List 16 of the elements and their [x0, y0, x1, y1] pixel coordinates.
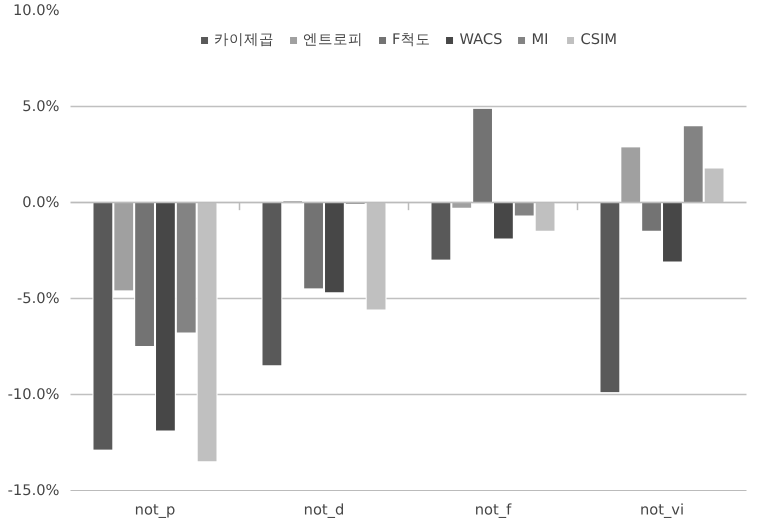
- y-tick-label: -10.0%: [8, 386, 60, 403]
- y-tick-label: 0.0%: [22, 194, 60, 211]
- y-tick-label: 5.0%: [22, 98, 60, 115]
- y-tick-label: -5.0%: [16, 290, 60, 307]
- x-tick-label: not_p: [134, 502, 176, 518]
- legend-label: 엔트로피: [303, 30, 364, 49]
- y-tick-label: 10.0%: [12, 2, 60, 19]
- y-tick-label: -15.0%: [8, 482, 60, 499]
- legend-label: CSIM: [580, 31, 617, 48]
- legend-label: 카이제곱: [214, 30, 274, 49]
- x-tick-label: not_d: [304, 502, 344, 518]
- legend-label: MI: [531, 31, 550, 48]
- legend-label: WACS: [459, 31, 502, 48]
- x-tick-label: not_f: [474, 502, 512, 518]
- legend-label: F척도: [392, 30, 430, 49]
- x-tick-label: not_vi: [640, 502, 684, 518]
